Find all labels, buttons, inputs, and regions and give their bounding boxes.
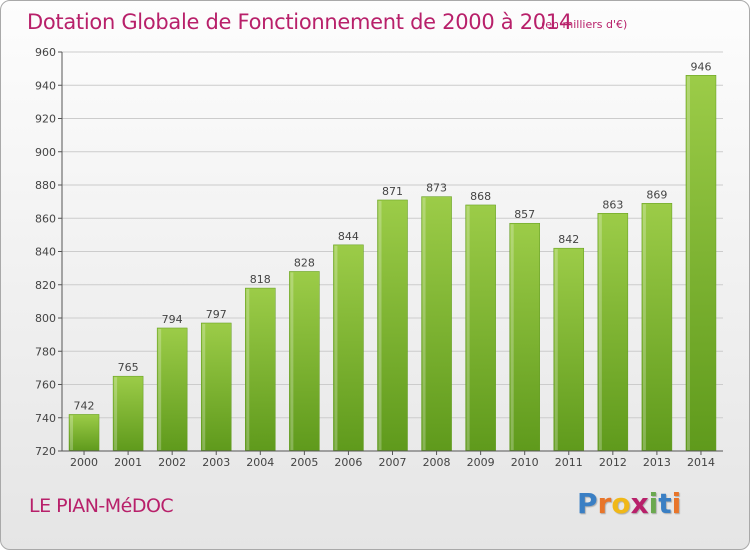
y-tick-label: 740 — [35, 412, 56, 425]
y-tick-label: 840 — [35, 246, 56, 259]
y-tick-label: 900 — [35, 146, 56, 159]
proxiti-logo: Proxiti — [577, 487, 681, 520]
y-tick-label: 820 — [35, 279, 56, 292]
data-label: 794 — [162, 313, 183, 326]
data-label: 869 — [646, 188, 667, 201]
y-tick-label: 960 — [35, 46, 56, 59]
bar-highlight — [158, 328, 162, 450]
bar-highlight — [598, 214, 602, 450]
x-tick-label: 2001 — [114, 456, 142, 469]
data-label: 871 — [382, 185, 403, 198]
brand-letter: i — [648, 487, 659, 520]
x-tick-label: 2004 — [246, 456, 274, 469]
data-label: 765 — [118, 361, 139, 374]
y-tick-label: 940 — [35, 79, 56, 92]
bar — [289, 271, 320, 452]
bar-highlight — [70, 415, 74, 450]
x-tick-label: 2005 — [290, 456, 318, 469]
brand-letter: i — [671, 487, 682, 520]
bar — [333, 244, 364, 452]
x-tick-label: 2012 — [599, 456, 627, 469]
bar-highlight — [686, 76, 690, 451]
x-tick-label: 2011 — [555, 456, 583, 469]
data-label: 868 — [470, 190, 491, 203]
bar — [156, 327, 188, 452]
data-label: 857 — [514, 208, 535, 221]
data-label: 742 — [74, 399, 95, 412]
data-label: 844 — [338, 230, 359, 243]
bar — [377, 199, 408, 452]
bar-highlight — [642, 204, 646, 450]
x-tick-label: 2014 — [687, 456, 715, 469]
bar-highlight — [246, 289, 250, 450]
x-tick-label: 2003 — [202, 456, 230, 469]
y-tick-label: 800 — [35, 312, 56, 325]
y-tick-label: 920 — [35, 113, 56, 126]
x-tick-label: 2010 — [511, 456, 539, 469]
brand-letter: x — [630, 487, 649, 520]
x-tick-label: 2000 — [70, 456, 98, 469]
bar-highlight — [466, 205, 470, 450]
bar — [200, 322, 232, 452]
brand-letter: t — [658, 487, 672, 520]
axes: 720 740 760 780 800 820 840 860 880 900 920 940 960 2… — [35, 46, 723, 469]
brand-letter: r — [597, 487, 612, 520]
bar — [421, 196, 452, 452]
brand-letter: o — [611, 487, 631, 520]
data-label: 946 — [690, 60, 711, 73]
bar-highlight — [334, 245, 338, 450]
y-tick-label: 780 — [35, 345, 56, 358]
x-tick-label: 2006 — [334, 456, 362, 469]
commune-name: LE PIAN-MéDOC — [29, 495, 174, 517]
y-tick-label: 760 — [35, 379, 56, 392]
bar — [553, 247, 585, 452]
data-label: 818 — [250, 273, 271, 286]
x-tick-label: 2008 — [423, 456, 451, 469]
data-label: 873 — [426, 182, 447, 195]
bar — [641, 203, 673, 452]
y-tick-label: 880 — [35, 179, 56, 192]
y-tick-label: 860 — [35, 212, 56, 225]
bar-highlight — [378, 200, 382, 450]
x-tick-label: 2013 — [643, 456, 671, 469]
data-label: 863 — [602, 198, 623, 211]
brand-letter: P — [577, 487, 598, 520]
bar — [685, 75, 717, 452]
x-tick-label: 2007 — [379, 456, 407, 469]
bar — [112, 375, 144, 452]
bar-highlight — [510, 224, 514, 450]
bar — [597, 213, 629, 452]
bars: 742 765 794 797 818 828 844 871 873 868 857 842 863 8… — [68, 60, 717, 452]
data-label: 797 — [206, 308, 227, 321]
bar-highlight — [114, 377, 118, 450]
chart-unit: (en milliers d'€) — [541, 18, 628, 31]
y-tick-label: 720 — [35, 445, 56, 458]
bar-highlight — [422, 197, 426, 450]
bar-highlight — [202, 323, 206, 450]
bar-highlight — [290, 272, 294, 450]
chart-title: Dotation Globale de Fonctionnement de 20… — [27, 10, 572, 34]
bar — [68, 414, 100, 452]
bar — [245, 287, 276, 452]
bar-highlight — [554, 249, 558, 450]
x-tick-label: 2009 — [467, 456, 495, 469]
data-label: 828 — [294, 256, 315, 269]
bar — [509, 222, 540, 452]
data-label: 842 — [558, 233, 579, 246]
bar — [465, 204, 496, 452]
x-tick-label: 2002 — [158, 456, 186, 469]
